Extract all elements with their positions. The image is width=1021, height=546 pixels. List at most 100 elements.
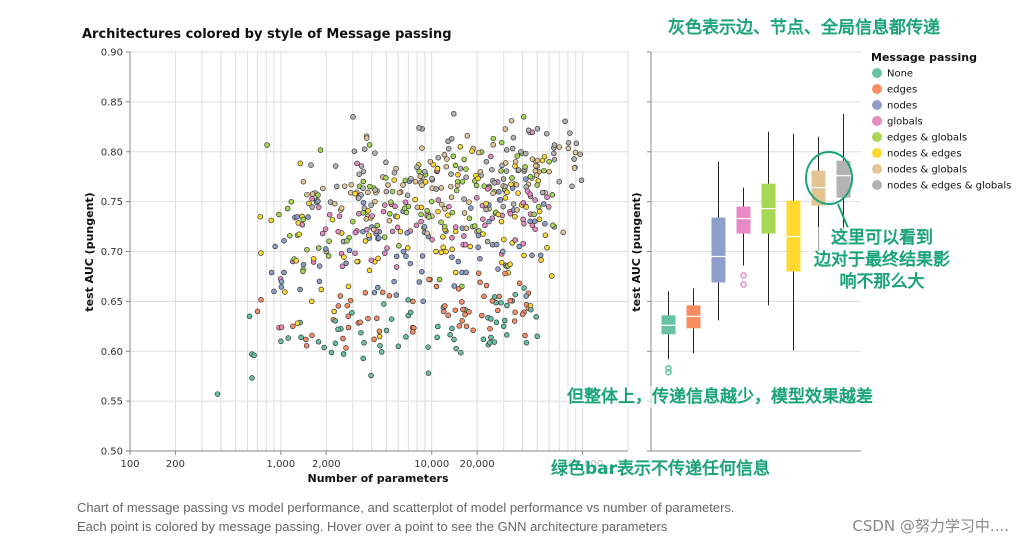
scatter-point[interactable] — [360, 355, 366, 362]
scatter-point[interactable] — [385, 182, 391, 188]
scatter-point[interactable] — [410, 298, 416, 305]
scatter-point[interactable] — [521, 221, 527, 227]
box-nodes-edges-globals[interactable] — [836, 113, 851, 246]
scatter-point[interactable] — [488, 153, 494, 160]
scatter-point[interactable] — [524, 188, 531, 194]
scatter-point[interactable] — [407, 260, 414, 267]
scatter-point[interactable] — [365, 189, 371, 196]
scatter-point[interactable] — [475, 244, 481, 251]
scatter-point[interactable] — [405, 245, 411, 251]
scatter-point[interactable] — [343, 260, 349, 267]
scatter-point[interactable] — [400, 182, 406, 188]
scatter-point[interactable] — [338, 205, 345, 211]
scatter-point[interactable] — [457, 144, 464, 150]
scatter-point[interactable] — [368, 202, 374, 208]
scatter-point[interactable] — [496, 189, 502, 195]
scatter-point[interactable] — [375, 255, 381, 262]
scatter-point[interactable] — [537, 252, 544, 258]
scatter-point[interactable] — [424, 208, 430, 214]
scatter-point[interactable] — [551, 150, 557, 157]
scatter-point[interactable] — [531, 211, 537, 218]
scatter-point[interactable] — [419, 253, 426, 259]
scatter-point[interactable] — [346, 247, 353, 254]
scatter-point[interactable] — [518, 148, 524, 155]
scatter-point[interactable] — [396, 189, 403, 196]
scatter-point[interactable] — [534, 126, 541, 132]
scatter-point[interactable] — [251, 352, 257, 359]
scatter-point[interactable] — [442, 303, 448, 309]
scatter-point[interactable] — [389, 228, 396, 235]
scatter-point[interactable] — [371, 289, 378, 296]
scatter-point[interactable] — [378, 349, 385, 355]
scatter-point[interactable] — [449, 246, 455, 253]
scatter-point[interactable] — [357, 319, 363, 326]
scatter-point[interactable] — [508, 117, 515, 124]
scatter-point[interactable] — [391, 278, 397, 285]
scatter-point[interactable] — [512, 158, 519, 165]
scatter-point[interactable] — [560, 229, 566, 236]
scatter-point[interactable] — [532, 197, 538, 203]
scatter-point[interactable] — [356, 210, 362, 217]
scatter-point[interactable] — [428, 198, 435, 205]
scatter-point[interactable] — [386, 217, 393, 224]
scatter-point[interactable] — [445, 138, 451, 145]
scatter-point[interactable] — [477, 255, 483, 262]
scatter-point[interactable] — [326, 238, 332, 244]
scatter-point[interactable] — [475, 149, 482, 156]
scatter-point[interactable] — [300, 216, 307, 223]
scatter-point[interactable] — [340, 335, 346, 342]
scatter-point[interactable] — [345, 324, 352, 331]
scatter-point[interactable] — [388, 199, 394, 205]
scatter-point[interactable] — [546, 158, 552, 165]
scatter-point[interactable] — [533, 314, 539, 320]
scatter-point[interactable] — [382, 250, 388, 257]
scatter-point[interactable] — [507, 297, 513, 304]
scatter-point[interactable] — [416, 279, 423, 285]
scatter-point[interactable] — [425, 370, 432, 376]
scatter-point[interactable] — [345, 283, 352, 290]
scatter-point[interactable] — [572, 149, 579, 156]
scatter-point[interactable] — [380, 208, 387, 215]
scatter-point[interactable] — [490, 190, 496, 196]
scatter-point[interactable] — [435, 197, 442, 203]
scatter-point[interactable] — [326, 211, 333, 218]
scatter-point[interactable] — [344, 302, 351, 309]
scatter-point[interactable] — [397, 228, 404, 235]
scatter-point[interactable] — [480, 231, 486, 237]
scatter-point[interactable] — [455, 172, 461, 178]
scatter-point[interactable] — [449, 209, 456, 216]
box-edges[interactable] — [686, 288, 701, 354]
scatter-point[interactable] — [318, 286, 324, 293]
scatter-point[interactable] — [297, 160, 304, 167]
scatter-point[interactable] — [495, 266, 501, 272]
scatter-point[interactable] — [509, 175, 515, 181]
scatter-point[interactable] — [383, 188, 390, 195]
scatter-point[interactable] — [429, 175, 435, 182]
scatter-point[interactable] — [401, 205, 408, 212]
scatter-point[interactable] — [462, 241, 469, 248]
scatter-point[interactable] — [499, 162, 505, 169]
scatter-point[interactable] — [389, 188, 396, 195]
scatter-point[interactable] — [479, 312, 485, 319]
scatter-point[interactable] — [393, 253, 400, 260]
scatter-point[interactable] — [394, 213, 401, 220]
scatter-point[interactable] — [335, 326, 341, 333]
scatter-point[interactable] — [484, 186, 491, 192]
scatter-point[interactable] — [459, 318, 465, 324]
legend-item[interactable]: nodes & edges — [872, 148, 962, 160]
scatter-point[interactable] — [538, 257, 544, 263]
scatter-point[interactable] — [498, 299, 504, 306]
scatter-point[interactable] — [365, 208, 371, 214]
scatter-point[interactable] — [412, 196, 418, 203]
scatter-point[interactable] — [303, 342, 310, 349]
scatter-point[interactable] — [377, 342, 383, 349]
scatter-point[interactable] — [445, 145, 452, 152]
scatter-point[interactable] — [508, 181, 514, 188]
scatter-point[interactable] — [473, 182, 480, 189]
scatter-point[interactable] — [463, 174, 469, 180]
scatter-point[interactable] — [304, 246, 310, 253]
scatter-point[interactable] — [491, 180, 498, 186]
scatter-point[interactable] — [504, 302, 510, 309]
scatter-point[interactable] — [490, 135, 497, 142]
scatter-point[interactable] — [483, 282, 490, 289]
